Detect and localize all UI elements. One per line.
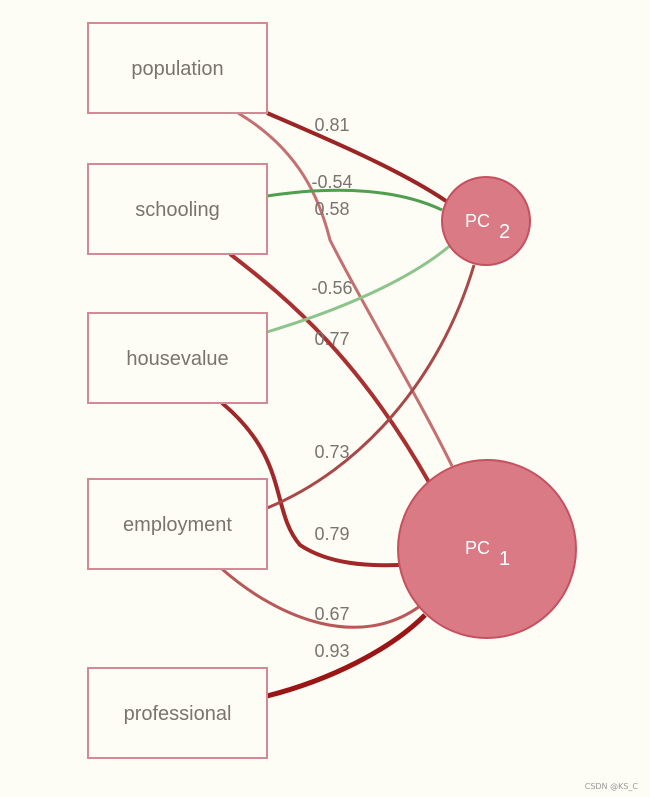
loading-label-professional-pc1: 0.93 xyxy=(314,641,349,661)
loading-label-population-pc2: 0.81 xyxy=(314,115,349,135)
loading-label-schooling-pc1: 0.77 xyxy=(314,329,349,349)
loading-label-employment-pc2: 0.73 xyxy=(314,442,349,462)
loading-label-schooling-pc2: -0.54 xyxy=(311,172,352,192)
variable-nodes: population schooling housevalue employme… xyxy=(87,22,268,759)
loading-label-housevalue-pc2: -0.56 xyxy=(311,278,352,298)
variable-housevalue: housevalue xyxy=(87,312,268,404)
variable-label: professional xyxy=(124,703,232,725)
svg-text:PC 1: PC 1 xyxy=(465,538,510,570)
component-nodes: PC 2 PC 1 xyxy=(397,176,577,639)
component-label: PC xyxy=(465,211,490,231)
component-subscript: 2 xyxy=(499,221,510,243)
edge-population-pc1 xyxy=(237,111,454,467)
variable-professional: professional xyxy=(87,667,268,759)
variable-label: population xyxy=(131,58,223,80)
loading-label-employment-pc1: 0.67 xyxy=(314,604,349,624)
variable-label: housevalue xyxy=(126,348,228,370)
component-subscript: 1 xyxy=(499,548,510,570)
loading-label-housevalue-pc1: 0.79 xyxy=(314,524,349,544)
variable-employment: employment xyxy=(87,478,268,570)
watermark: CSDN @KS_C xyxy=(585,782,639,791)
variable-schooling: schooling xyxy=(87,163,268,255)
component-pc1: PC 1 xyxy=(397,459,577,639)
edge-employment-pc1 xyxy=(221,567,421,629)
loading-label-population-pc1: 0.58 xyxy=(314,199,349,219)
component-pc2: PC 2 xyxy=(441,176,531,266)
edge-population-pc2 xyxy=(266,111,448,203)
edge-schooling-pc2 xyxy=(266,188,443,212)
variable-population: population xyxy=(87,22,268,114)
edge-housevalue-pc2 xyxy=(266,242,453,334)
loading-paths xyxy=(220,111,476,699)
variable-label: schooling xyxy=(135,199,220,221)
edge-employment-pc2 xyxy=(266,264,476,510)
edge-housevalue-pc1 xyxy=(220,401,401,568)
edge-professional-pc1 xyxy=(266,613,427,699)
variable-label: employment xyxy=(123,514,232,536)
edge-schooling-pc1 xyxy=(228,252,432,485)
svg-text:PC 2: PC 2 xyxy=(465,211,510,243)
loading-labels: 0.81 -0.54 0.58 -0.56 0.77 0.73 0.79 0.6… xyxy=(311,115,352,661)
component-label: PC xyxy=(465,538,490,558)
